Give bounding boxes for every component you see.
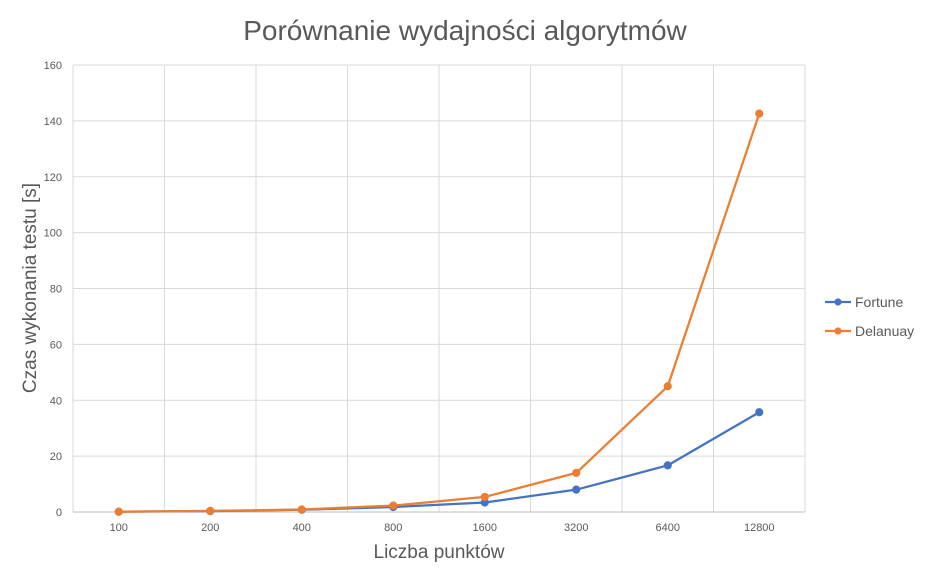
series-line — [117, 112, 761, 513]
axes: 0 20 40 60 80 100 120 140 160 100 200 400 800 1600 320… — [44, 60, 805, 534]
x-tick-label: 1600 — [473, 522, 497, 534]
data-point — [755, 109, 764, 118]
x-tick-label: 3200 — [564, 522, 588, 534]
data-point — [206, 506, 215, 515]
x-tick-label: 200 — [201, 522, 219, 534]
x-tick-label: 100 — [110, 522, 128, 534]
x-tick-label: 400 — [293, 522, 311, 534]
gridlines — [72, 64, 806, 512]
data-point — [663, 461, 672, 470]
y-axis-title: Czas wykonania testu [s] — [20, 183, 41, 393]
series — [114, 109, 764, 516]
y-tick-label: 60 — [50, 339, 62, 351]
data-point — [572, 485, 581, 494]
y-tick-label: 80 — [50, 284, 62, 296]
x-tick-label: 6400 — [656, 522, 680, 534]
legend-item: Delanuay — [825, 323, 914, 339]
y-tick-label: 40 — [50, 395, 62, 407]
y-tick-label: 120 — [44, 172, 62, 184]
legend-label: Fortune — [855, 294, 903, 310]
legend: Fortune Delanuay — [825, 294, 914, 339]
data-point — [480, 492, 489, 502]
chart-title: Porównanie wydajności algorytmów — [243, 15, 687, 46]
data-point — [114, 507, 123, 516]
legend-label: Delanuay — [855, 323, 914, 339]
x-tick-label: 12800 — [744, 522, 775, 534]
data-point — [297, 505, 306, 514]
y-tick-label: 100 — [44, 228, 62, 240]
legend-marker — [834, 298, 842, 306]
legend-item: Fortune — [825, 294, 903, 310]
series-delanuay — [114, 109, 764, 516]
x-axis-title: Liczba punktów — [374, 542, 505, 563]
data-point — [663, 382, 672, 391]
y-tick-label: 160 — [44, 60, 62, 72]
y-tick-label: 140 — [44, 116, 62, 128]
data-point — [572, 468, 581, 477]
y-tick-label: 0 — [56, 507, 62, 519]
legend-marker — [834, 327, 842, 335]
y-tick-label: 20 — [50, 451, 62, 463]
x-tick-label: 800 — [384, 522, 402, 534]
data-point — [389, 501, 398, 510]
data-point — [755, 408, 764, 417]
